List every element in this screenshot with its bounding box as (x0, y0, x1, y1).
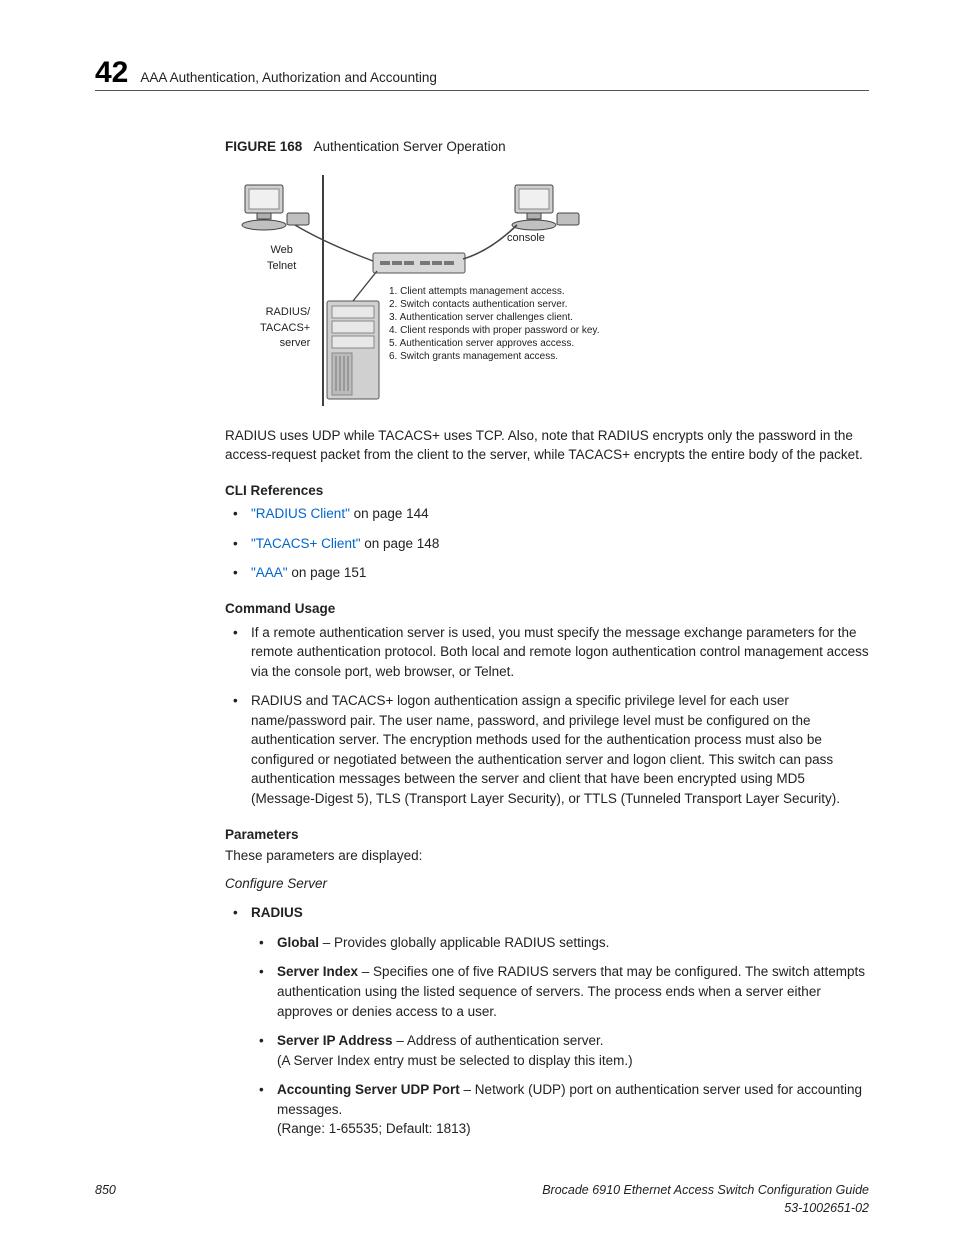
cli-refs-heading: CLI References (225, 481, 869, 501)
command-usage-heading: Command Usage (225, 599, 869, 619)
step-5: 5. Authentication server approves access… (389, 338, 574, 350)
sub-server-index: Server Index – Specifies one of five RAD… (251, 962, 869, 1021)
param-radius-label: RADIUS (251, 905, 303, 920)
figure-diagram: console Web Telnet RADIUS/ TACACS+ serve… (225, 173, 730, 408)
step-4: 4. Client responds with proper password … (389, 325, 599, 337)
chapter-number: 42 (95, 58, 128, 88)
command-usage-item: If a remote authentication server is use… (225, 623, 869, 682)
step-2: 2. Switch contacts authentication server… (389, 299, 567, 311)
body-content: FIGURE 168 Authentication Server Operati… (225, 137, 869, 1139)
parameters-list: RADIUS Global – Provides globally applic… (225, 903, 869, 1139)
command-usage-list: If a remote authentication server is use… (225, 623, 869, 809)
term-server-index: Server Index (277, 964, 358, 979)
page: 42 AAA Authentication, Authorization and… (0, 0, 954, 1253)
intro-paragraph: RADIUS uses UDP while TACACS+ uses TCP. … (225, 426, 869, 465)
parameters-intro: These parameters are displayed: (225, 846, 869, 866)
term-acct-port: Accounting Server UDP Port (277, 1082, 460, 1097)
step-6: 6. Switch grants management access. (389, 351, 558, 363)
command-usage-item: RADIUS and TACACS+ logon authentication … (225, 691, 869, 808)
sub-server-ip: Server IP Address – Address of authentic… (251, 1031, 869, 1070)
book-title: Brocade 6910 Ethernet Access Switch Conf… (542, 1181, 869, 1199)
desc-global: – Provides globally applicable RADIUS se… (319, 935, 609, 950)
link-suffix: on page 148 (361, 536, 440, 551)
param-radius: RADIUS Global – Provides globally applic… (225, 903, 869, 1139)
sub-acct-port: Accounting Server UDP Port – Network (UD… (251, 1080, 869, 1139)
link-aaa[interactable]: "AAA" (251, 565, 288, 580)
doc-id: 53-1002651-02 (542, 1199, 869, 1217)
link-suffix: on page 151 (288, 565, 367, 580)
link-suffix: on page 144 (350, 506, 429, 521)
radius-sublist: Global – Provides globally applicable RA… (251, 933, 869, 1139)
step-3: 3. Authentication server challenges clie… (389, 312, 573, 324)
configure-server-subhead: Configure Server (225, 874, 869, 894)
running-header: 42 AAA Authentication, Authorization and… (95, 58, 869, 91)
desc-server-index: – Specifies one of five RADIUS servers t… (277, 964, 865, 1018)
footer-doc-info: Brocade 6910 Ethernet Access Switch Conf… (542, 1181, 869, 1217)
parameters-heading: Parameters (225, 825, 869, 845)
page-number: 850 (95, 1181, 116, 1217)
web-telnet-label: Web Telnet (267, 243, 296, 275)
section-title: AAA Authentication, Authorization and Ac… (140, 68, 436, 88)
link-radius-client[interactable]: "RADIUS Client" (251, 506, 350, 521)
figure-label: FIGURE 168 (225, 139, 302, 154)
step-1: 1. Client attempts management access. (389, 286, 565, 298)
cli-ref-item: "TACACS+ Client" on page 148 (225, 534, 869, 554)
term-global: Global (277, 935, 319, 950)
server-label: RADIUS/ TACACS+ server (260, 305, 310, 353)
figure-caption: FIGURE 168 Authentication Server Operati… (225, 137, 869, 157)
cli-ref-item: "RADIUS Client" on page 144 (225, 504, 869, 524)
figure-title: Authentication Server Operation (314, 139, 506, 154)
page-footer: 850 Brocade 6910 Ethernet Access Switch … (95, 1181, 869, 1217)
cli-ref-item: "AAA" on page 151 (225, 563, 869, 583)
term-server-ip: Server IP Address (277, 1033, 393, 1048)
sub-global: Global – Provides globally applicable RA… (251, 933, 869, 953)
console-label: console (507, 231, 545, 247)
cli-refs-list: "RADIUS Client" on page 144 "TACACS+ Cli… (225, 504, 869, 583)
link-tacacs-client[interactable]: "TACACS+ Client" (251, 536, 361, 551)
